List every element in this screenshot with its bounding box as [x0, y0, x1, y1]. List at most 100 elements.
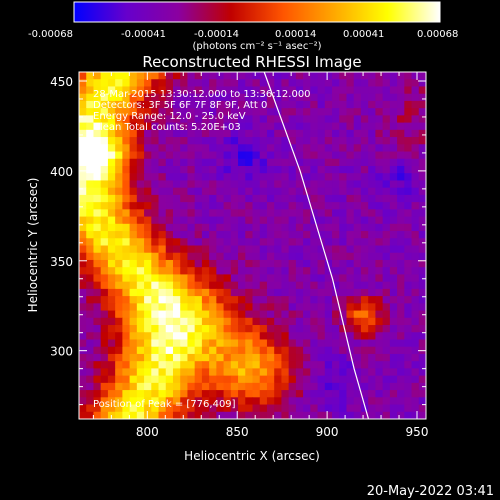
heatmap-cell	[346, 325, 355, 333]
heatmap-cell	[129, 158, 138, 167]
heatmap-cell	[252, 72, 261, 80]
heatmap-cell	[397, 151, 405, 160]
heatmap-cell	[252, 115, 261, 124]
heatmap-cell	[375, 404, 384, 413]
heatmap-cell	[360, 332, 369, 341]
heatmap-cell	[187, 368, 196, 377]
heatmap-cell	[353, 303, 362, 312]
heatmap-cell	[389, 361, 398, 369]
heatmap-cell	[310, 122, 319, 131]
heatmap-cell	[172, 339, 181, 348]
heatmap-cell	[346, 165, 355, 174]
heatmap-cell	[346, 281, 355, 290]
heatmap-cell	[332, 165, 340, 174]
heatmap-cell	[115, 382, 123, 391]
heatmap-cell	[317, 122, 326, 131]
heatmap-cell	[389, 151, 398, 160]
heatmap-cell	[404, 223, 413, 232]
heatmap-cell	[230, 144, 239, 153]
heatmap-cell	[324, 353, 333, 362]
heatmap-cell	[339, 231, 348, 239]
heatmap-cell	[245, 180, 254, 189]
heatmap-cell	[180, 361, 189, 369]
heatmap-cell	[216, 144, 225, 153]
heatmap-cell	[303, 238, 311, 247]
heatmap-cell	[353, 252, 362, 261]
heatmap-cell	[252, 238, 261, 247]
heatmap-cell	[288, 368, 297, 377]
heatmap-cell	[404, 317, 413, 326]
heatmap-cell	[266, 375, 275, 384]
heatmap-cell	[346, 79, 355, 88]
heatmap-cell	[216, 296, 225, 304]
heatmap-cell	[332, 238, 340, 247]
heatmap-cell	[324, 238, 333, 247]
heatmap-cell	[303, 216, 311, 225]
heatmap-cell	[100, 216, 109, 225]
heatmap-cell	[144, 180, 152, 189]
heatmap-cell	[86, 202, 95, 210]
heatmap-cell	[79, 353, 87, 362]
heatmap-cell	[115, 165, 123, 174]
heatmap-cell	[259, 100, 268, 109]
heatmap-cell	[79, 317, 87, 326]
heatmap-cell	[303, 137, 311, 145]
heatmap-cell	[144, 209, 152, 218]
heatmap-cell	[295, 245, 304, 254]
heatmap-cell	[230, 303, 239, 312]
heatmap-cell	[230, 310, 239, 319]
heatmap-cell	[194, 180, 203, 189]
heatmap-cell	[151, 310, 160, 319]
heatmap-cell	[303, 288, 311, 297]
heatmap-cell	[144, 158, 152, 167]
heatmap-cell	[389, 100, 398, 109]
heatmap-cell	[144, 165, 152, 174]
heatmap-cell	[245, 144, 254, 153]
heatmap-cell	[194, 72, 203, 80]
heatmap-cell	[129, 223, 138, 232]
heatmap-cell	[288, 361, 297, 369]
heatmap-cell	[252, 296, 261, 304]
heatmap-cell	[209, 245, 217, 254]
heatmap-cell	[418, 86, 426, 95]
heatmap-cell	[238, 303, 246, 312]
heatmap-cell	[274, 100, 283, 109]
heatmap-cell	[360, 129, 369, 138]
heatmap-cell	[418, 137, 426, 145]
heatmap-cell	[295, 397, 304, 406]
heatmap-cell	[194, 397, 203, 406]
heatmap-cell	[209, 259, 217, 268]
heatmap-cell	[129, 144, 138, 153]
heatmap-cell	[266, 158, 275, 167]
heatmap-cell	[151, 137, 160, 145]
heatmap-cell	[389, 137, 398, 145]
heatmap-cell	[324, 267, 333, 276]
heatmap-cell	[303, 245, 311, 254]
heatmap-cell	[201, 339, 210, 348]
heatmap-cell	[180, 332, 189, 341]
heatmap-cell	[317, 216, 326, 225]
heatmap-cell	[180, 115, 189, 124]
heatmap-cell	[281, 317, 290, 326]
heatmap-cell	[317, 165, 326, 174]
heatmap-cell	[100, 129, 109, 138]
heatmap-cell	[324, 382, 333, 391]
heatmap-cell	[230, 288, 239, 297]
heatmap-cell	[411, 274, 420, 283]
heatmap-cell	[353, 397, 362, 406]
heatmap-cell	[346, 303, 355, 312]
heatmap-cell	[274, 397, 283, 406]
heatmap-cell	[79, 122, 87, 131]
heatmap-cell	[107, 223, 116, 232]
heatmap-cell	[288, 216, 297, 225]
heatmap-cell	[216, 267, 225, 276]
heatmap-cell	[404, 187, 413, 196]
heatmap-cell	[144, 137, 152, 145]
heatmap-cell	[100, 158, 109, 167]
heatmap-cell	[397, 317, 405, 326]
heatmap-cell	[187, 288, 196, 297]
heatmap-cell	[317, 397, 326, 406]
heatmap-cell	[353, 72, 362, 80]
heatmap-cell	[194, 245, 203, 254]
heatmap-cell	[295, 231, 304, 239]
